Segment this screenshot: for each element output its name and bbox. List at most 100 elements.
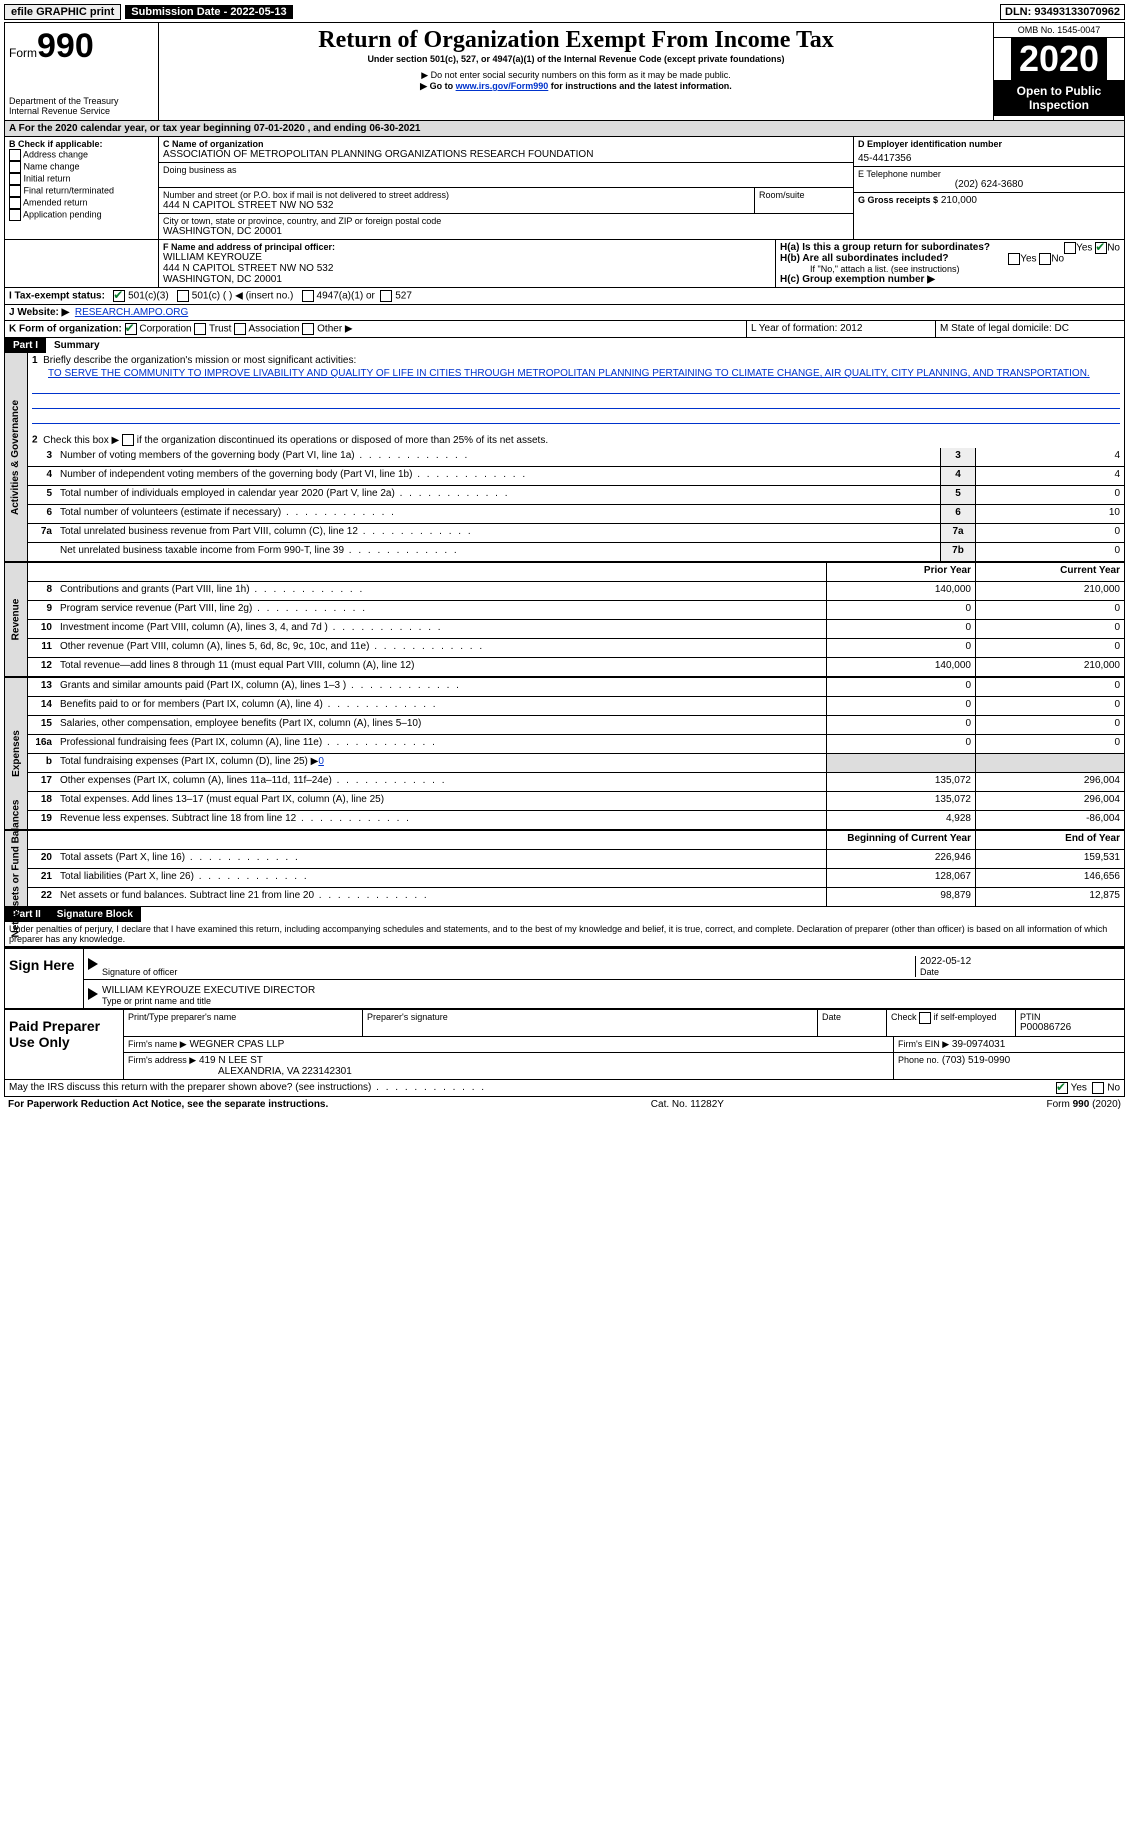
goto-pre: ▶ Go to xyxy=(420,81,455,91)
line14-prior: 0 xyxy=(826,697,975,715)
efile-print-button[interactable]: efile GRAPHIC print xyxy=(4,4,121,20)
line16b-val[interactable]: 0 xyxy=(318,756,324,767)
4947-label: 4947(a)(1) or xyxy=(317,291,375,302)
pp-name-label: Print/Type preparer's name xyxy=(128,1012,358,1022)
amended-return-label: Amended return xyxy=(23,197,88,207)
section-f-label: F Name and address of principal officer: xyxy=(163,242,771,252)
row-i: I Tax-exempt status: 501(c)(3) 501(c) ( … xyxy=(5,288,1124,305)
line3-val: 4 xyxy=(975,448,1124,466)
line17-desc: Other expenses (Part IX, column (A), lin… xyxy=(56,773,826,791)
line12-prior: 140,000 xyxy=(826,658,975,676)
line16b-prior-shade xyxy=(826,754,975,772)
tax-exempt-label: I Tax-exempt status: xyxy=(9,291,105,302)
sig-date-label: Date xyxy=(920,967,1120,977)
website-link[interactable]: RESEARCH.AMPO.ORG xyxy=(75,307,188,318)
line1-label: Briefly describe the organization's miss… xyxy=(43,355,356,366)
line14-desc: Benefits paid to or for members (Part IX… xyxy=(56,697,826,715)
line11-curr: 0 xyxy=(975,639,1124,657)
street-address: 444 N CAPITOL STREET NW NO 532 xyxy=(163,200,750,211)
discuss-label: May the IRS discuss this return with the… xyxy=(9,1082,1056,1094)
line11-desc: Other revenue (Part VIII, column (A), li… xyxy=(56,639,826,657)
irs-link[interactable]: www.irs.gov/Form990 xyxy=(456,81,549,91)
mission-blank-1 xyxy=(32,379,1120,394)
line15-prior: 0 xyxy=(826,716,975,734)
tax-year: 2020 xyxy=(1011,38,1107,80)
line14-curr: 0 xyxy=(975,697,1124,715)
line10-curr: 0 xyxy=(975,620,1124,638)
assoc-checkbox[interactable] xyxy=(234,323,246,335)
corp-checkbox[interactable] xyxy=(125,323,137,335)
address-change-label: Address change xyxy=(23,149,88,159)
other-checkbox[interactable] xyxy=(302,323,314,335)
mission-blank-2 xyxy=(32,394,1120,409)
irs-label: Internal Revenue Service xyxy=(9,106,154,116)
line2-checkbox[interactable] xyxy=(122,434,134,446)
501c3-checkbox[interactable] xyxy=(113,290,125,302)
website-label: J Website: ▶ xyxy=(9,307,69,318)
mission-text[interactable]: TO SERVE THE COMMUNITY TO IMPROVE LIVABI… xyxy=(48,368,1090,379)
form-990: Form990 Department of the Treasury Inter… xyxy=(4,22,1125,1097)
section-de: D Employer identification number 45-4417… xyxy=(854,137,1124,239)
ein-label: D Employer identification number xyxy=(858,139,1120,149)
line3-desc: Number of voting members of the governin… xyxy=(56,448,940,466)
hc-label: H(c) Group exemption number ▶ xyxy=(780,274,1120,285)
goto-post: for instructions and the latest informat… xyxy=(548,81,732,91)
submission-date: Submission Date - 2022-05-13 xyxy=(125,5,292,19)
line9-prior: 0 xyxy=(826,601,975,619)
sign-here-label: Sign Here xyxy=(5,949,84,1008)
line22-beg: 98,879 xyxy=(826,888,975,906)
hb-yes-checkbox[interactable] xyxy=(1008,253,1020,265)
gross-receipts: 210,000 xyxy=(941,195,977,206)
tab-revenue: Revenue xyxy=(11,599,22,641)
row-klm: K Form of organization: Corporation Trus… xyxy=(5,321,1124,338)
line13-curr: 0 xyxy=(975,678,1124,696)
form-org-label: K Form of organization: xyxy=(9,324,122,335)
name-change-checkbox[interactable] xyxy=(9,161,21,173)
phone: (202) 624-3680 xyxy=(858,179,1120,190)
line5-val: 0 xyxy=(975,486,1124,504)
trust-checkbox[interactable] xyxy=(194,323,206,335)
line6-desc: Total number of volunteers (estimate if … xyxy=(56,505,940,523)
beginning-year-head: Beginning of Current Year xyxy=(826,831,975,849)
final-return-checkbox[interactable] xyxy=(9,185,21,197)
ha-yes-checkbox[interactable] xyxy=(1064,242,1076,254)
self-employed-checkbox[interactable] xyxy=(919,1012,931,1024)
line6-val: 10 xyxy=(975,505,1124,523)
527-checkbox[interactable] xyxy=(380,290,392,302)
part1-title: Summary xyxy=(46,338,108,353)
ha-no-checkbox[interactable] xyxy=(1095,242,1107,254)
line17-prior: 135,072 xyxy=(826,773,975,791)
line22-end: 12,875 xyxy=(975,888,1124,906)
app-pending-checkbox[interactable] xyxy=(9,209,21,221)
sign-here-section: Sign Here Signature of officer 2022-05-1… xyxy=(5,947,1124,1008)
line16a-curr: 0 xyxy=(975,735,1124,753)
line12-desc: Total revenue—add lines 8 through 11 (mu… xyxy=(56,658,826,676)
end-year-head: End of Year xyxy=(975,831,1124,849)
hb-no-checkbox[interactable] xyxy=(1039,253,1051,265)
firm-addr1: 419 N LEE ST xyxy=(199,1055,263,1066)
form-subtitle: Under section 501(c), 527, or 4947(a)(1)… xyxy=(167,54,985,64)
4947-checkbox[interactable] xyxy=(302,290,314,302)
line2-text: Check this box ▶ if the organization dis… xyxy=(43,435,548,446)
discuss-no-checkbox[interactable] xyxy=(1092,1082,1104,1094)
assoc-label: Association xyxy=(248,324,299,335)
501c3-label: 501(c)(3) xyxy=(128,291,169,302)
ptin: P00086726 xyxy=(1020,1022,1120,1033)
arrow-icon xyxy=(88,958,98,970)
officer-addr2: WASHINGTON, DC 20001 xyxy=(163,274,771,285)
dba-label: Doing business as xyxy=(163,165,849,175)
amended-return-checkbox[interactable] xyxy=(9,197,21,209)
footer-right: Form 990 (2020) xyxy=(1047,1099,1121,1110)
row-j: J Website: ▶ RESEARCH.AMPO.ORG xyxy=(5,305,1124,321)
ha-label: H(a) Is this a group return for subordin… xyxy=(780,242,990,253)
discuss-yes-checkbox[interactable] xyxy=(1056,1082,1068,1094)
section-b-label: B Check if applicable: xyxy=(9,139,154,149)
sig-officer-label: Signature of officer xyxy=(102,967,915,977)
initial-return-checkbox[interactable] xyxy=(9,173,21,185)
address-change-checkbox[interactable] xyxy=(9,149,21,161)
city-label: City or town, state or province, country… xyxy=(163,216,849,226)
line16a-desc: Professional fundraising fees (Part IX, … xyxy=(56,735,826,753)
line20-end: 159,531 xyxy=(975,850,1124,868)
501c-checkbox[interactable] xyxy=(177,290,189,302)
officer-typed-name: WILLIAM KEYROUZE EXECUTIVE DIRECTOR xyxy=(102,985,1120,996)
